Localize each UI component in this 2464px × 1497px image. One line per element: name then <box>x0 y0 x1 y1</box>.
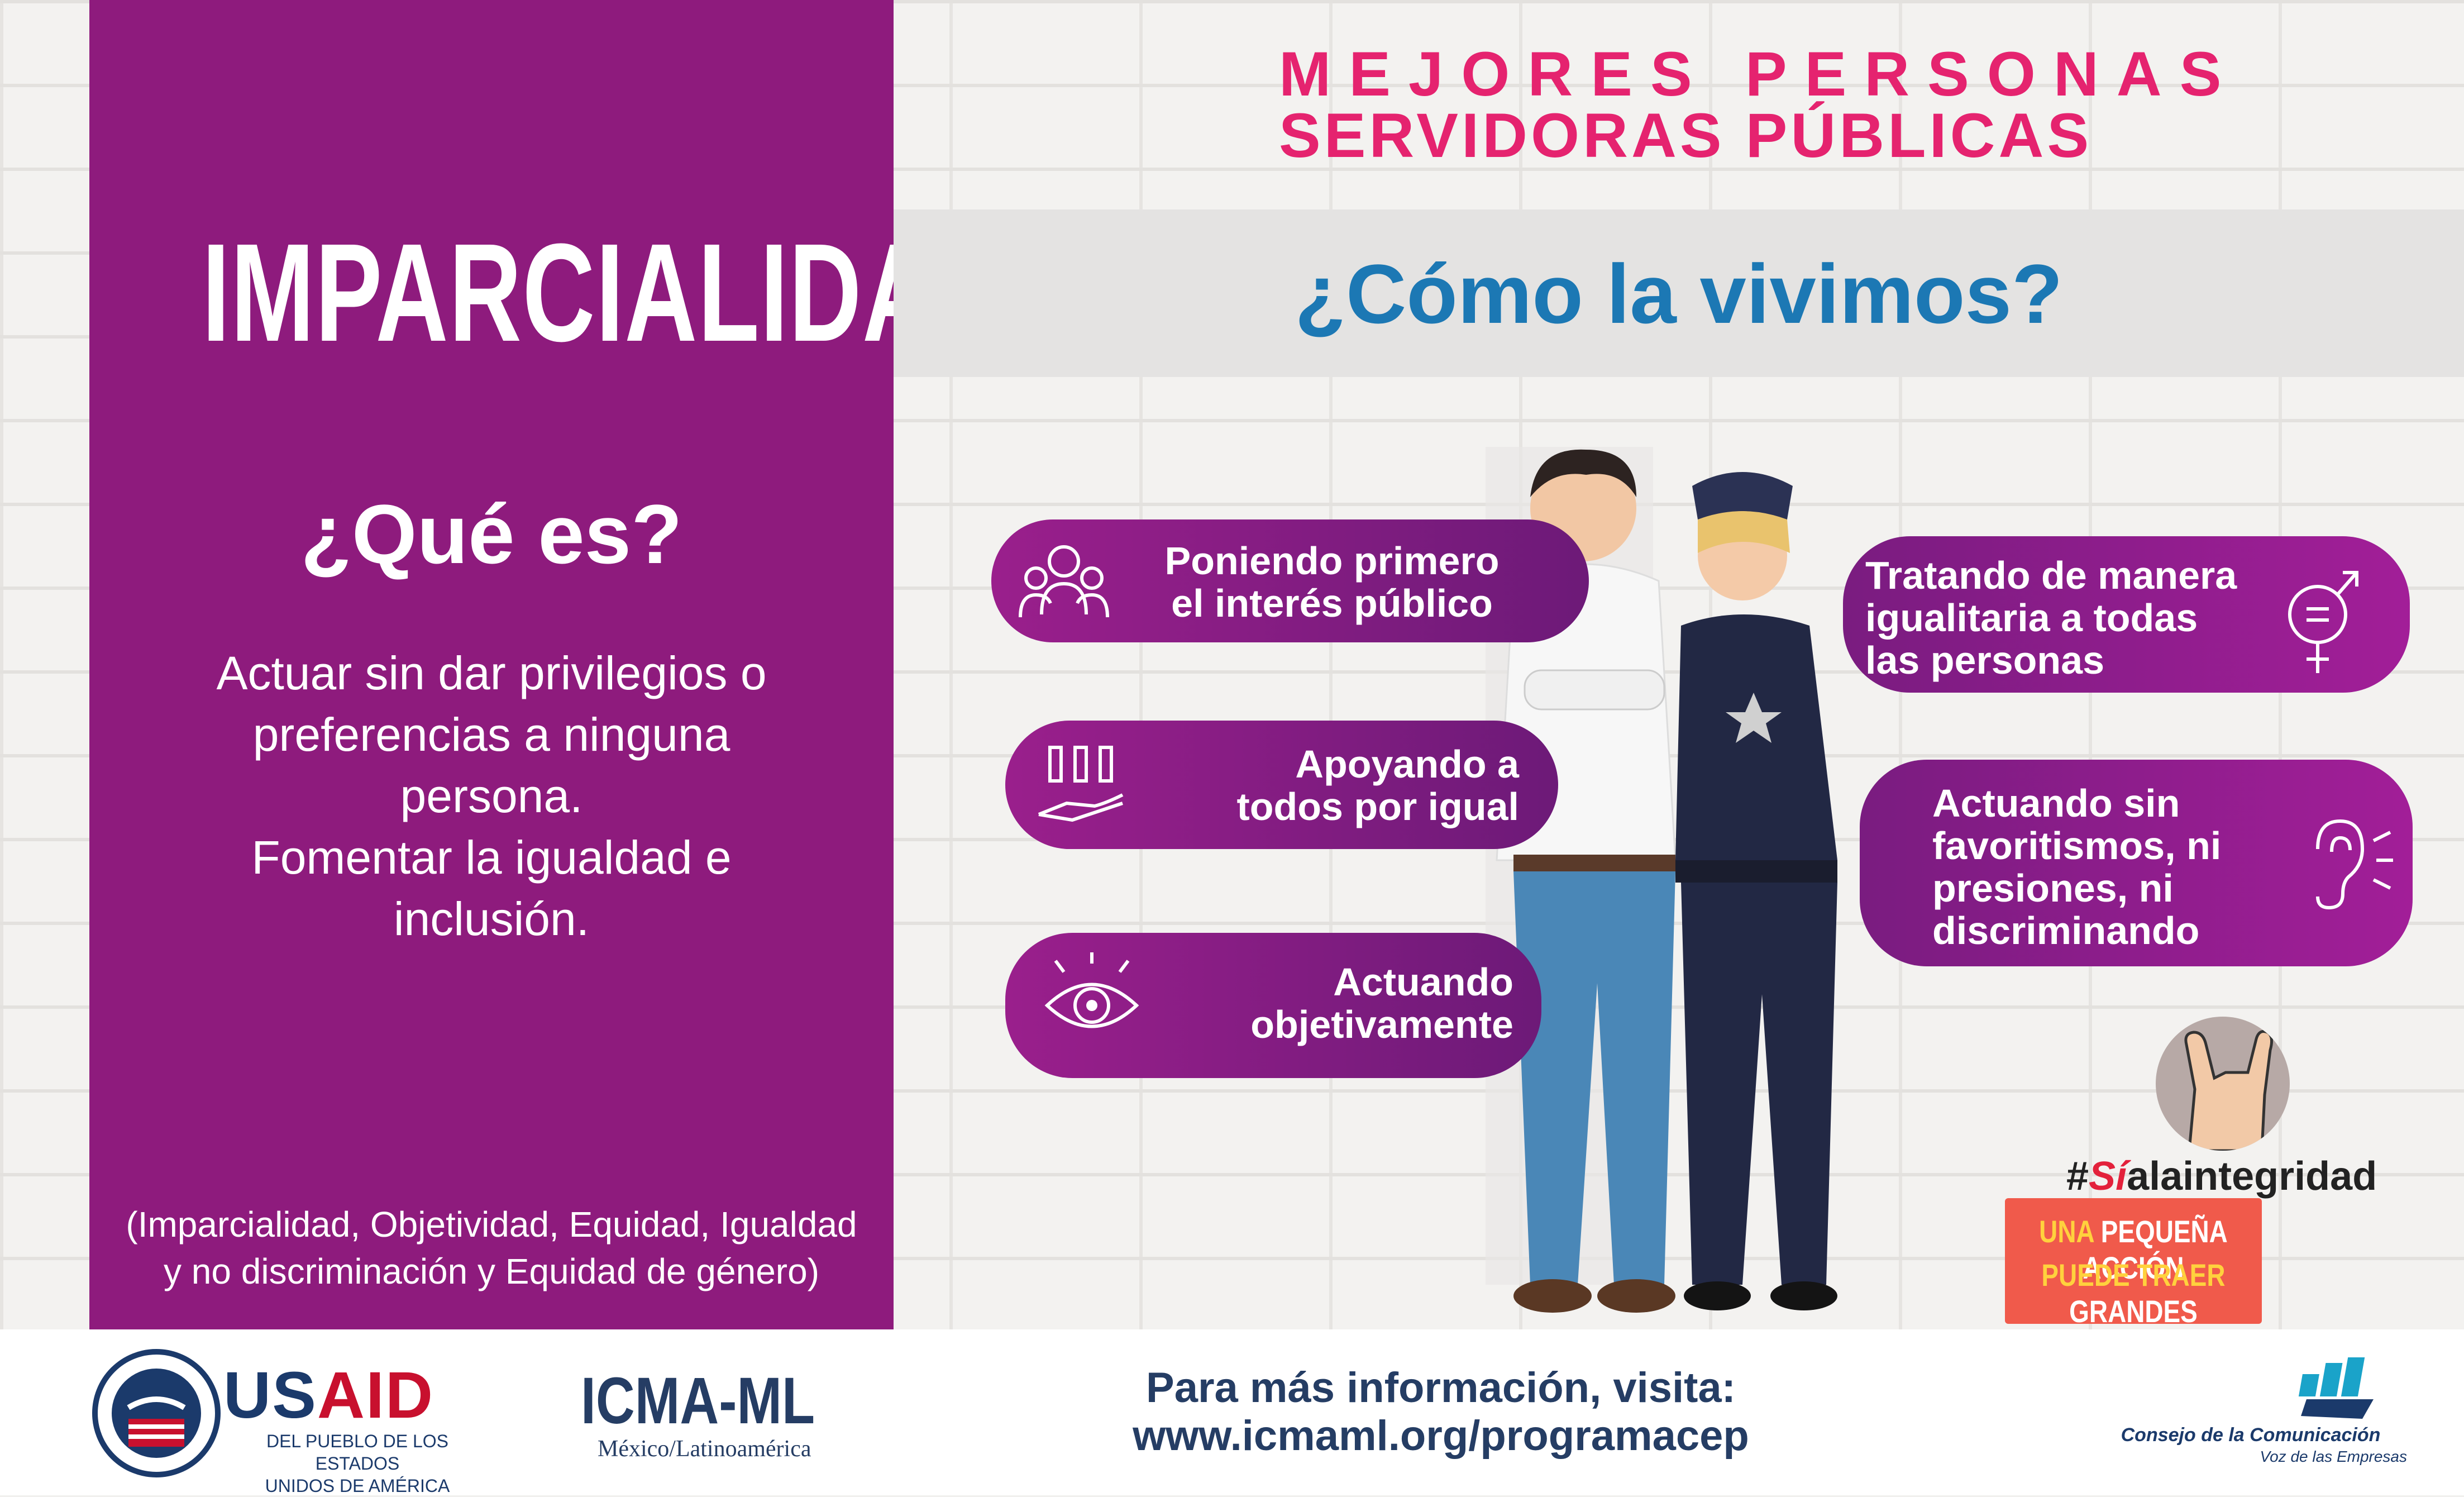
cta-box <box>2005 1198 2262 1324</box>
definition-line: Fomentar la igualdad e <box>251 831 732 884</box>
value-title: IMPARCIALIDAD <box>202 214 1009 370</box>
pill-text: Poniendo primero el interés público <box>1131 540 1533 624</box>
cc-subtitle: Voz de las Empresas <box>2260 1448 2407 1465</box>
pill-line: igualitaria a todas <box>1865 596 2198 640</box>
definition-text: Actuar sin dar privilegios o preferencia… <box>168 642 815 950</box>
people-group-icon <box>1019 545 1109 618</box>
usaid-us: US <box>223 1358 317 1432</box>
banner <box>894 209 2464 377</box>
hashtag-si: Sí <box>2089 1154 2127 1199</box>
cc-name: Consejo de la Comunicación <box>2121 1424 2381 1446</box>
header-title-line: MEJORES PERSONAS <box>1279 39 2239 109</box>
cta-word: PEQUEÑA ACCIÓN <box>2083 1214 2228 1285</box>
icma-subtitle: México/Latinoamérica <box>598 1436 811 1462</box>
pill-line: Tratando de manera <box>1865 554 2237 597</box>
pill-text: Apoyando a todos por igual <box>1139 743 1519 828</box>
police-woman-figure <box>1675 472 1837 1310</box>
left-panel <box>89 0 894 1329</box>
more-info: Para más información, visita: www.icmaml… <box>1095 1364 1787 1460</box>
hashtag-symbol: # <box>2066 1154 2089 1199</box>
pill-line: Actuando <box>1333 960 1513 1004</box>
header-title-line: SERVIDORAS PÚBLICAS <box>1279 101 2093 170</box>
pill-line: las personas <box>1865 638 2104 682</box>
pill-line: discriminando <box>1932 909 2200 952</box>
definition-line: preferencias a ninguna <box>252 708 730 761</box>
usaid-seal-logo <box>92 1349 221 1477</box>
values-note: (Imparcialidad, Objetividad, Equidad, Ig… <box>101 1201 882 1295</box>
cta-line: UNA PEQUEÑA ACCIÓN <box>2028 1213 2238 1286</box>
usaid-sub-line: DEL PUEBLO DE LOS ESTADOS <box>266 1431 449 1474</box>
usaid-sub-line: UNIDOS DE AMÉRICA <box>265 1476 450 1496</box>
pill-line: favoritismos, ni <box>1932 824 2222 867</box>
usaid-subtitle: DEL PUEBLO DE LOS ESTADOS UNIDOS DE AMÉR… <box>223 1430 491 1497</box>
pill-text: Actuando objetivamente <box>1156 961 1513 1046</box>
definition-line: Actuar sin dar privilegios o <box>216 647 767 699</box>
practice-pill: Tratando de manera igualitaria a todas l… <box>1843 536 2410 693</box>
usaid-wordmark: USAID <box>223 1357 434 1433</box>
cta-word: UNA <box>2039 1214 2094 1249</box>
pill-line: presiones, ni <box>1932 866 2174 910</box>
more-info-label: Para más información, visita: <box>1146 1364 1736 1412</box>
practice-pill: Actuando sin favoritismos, ni presiones,… <box>1860 760 2413 966</box>
gender-equality-icon <box>2288 571 2358 673</box>
pill-line: objetivamente <box>1250 1003 1513 1046</box>
integrity-hashtag: #Síalaintegridad <box>2066 1153 2377 1199</box>
practice-pill: Poniendo primero el interés público <box>991 519 1589 642</box>
practice-pill: Apoyando a todos por igual <box>1005 721 1558 849</box>
pill-text: Tratando de manera igualitaria a todas l… <box>1865 554 2279 681</box>
usaid-aid: AID <box>317 1358 434 1432</box>
pill-line: Poniendo primero <box>1164 539 1500 583</box>
practice-pill: Actuando objetivamente <box>1005 933 1541 1078</box>
header-title: MEJORES PERSONAS SERVIDORAS PÚBLICAS <box>1279 39 2239 170</box>
footer <box>0 1329 2464 1495</box>
eye-icon <box>1044 952 1139 1028</box>
definition-line: inclusión. <box>393 893 590 945</box>
pill-line: Apoyando a <box>1295 742 1519 786</box>
question-heading: ¿Qué es? <box>300 487 682 581</box>
hashtag-rest: alaintegridad <box>2127 1154 2377 1199</box>
cta-word: PUEDE TRAER <box>2041 1257 2226 1293</box>
integrity-hand-badge <box>2156 1017 2290 1151</box>
banner-title: ¿Cómo la vivimos? <box>1295 247 2063 341</box>
icma-logo: ICMA-ML <box>581 1364 815 1438</box>
consejo-comunicacion-logo <box>2298 1357 2374 1419</box>
pill-text: Actuando sin favoritismos, ni presiones,… <box>1932 782 2290 952</box>
more-info-url[interactable]: www.icmaml.org/programacep <box>1133 1412 1749 1460</box>
ear-icon <box>2316 819 2393 910</box>
star-badge <box>1726 693 1782 743</box>
pill-line: Actuando sin <box>1932 781 2180 825</box>
values-note-line: (Imparcialidad, Objetividad, Equidad, Ig… <box>126 1204 857 1245</box>
definition-line: persona. <box>400 770 583 822</box>
pill-line: el interés público <box>1171 581 1493 625</box>
pill-line: todos por igual <box>1236 785 1519 828</box>
values-note-line: y no discriminación y Equidad de género) <box>164 1251 819 1291</box>
rock-hand-icon <box>2184 1030 2274 1151</box>
hand-support-icon <box>1038 746 1124 822</box>
